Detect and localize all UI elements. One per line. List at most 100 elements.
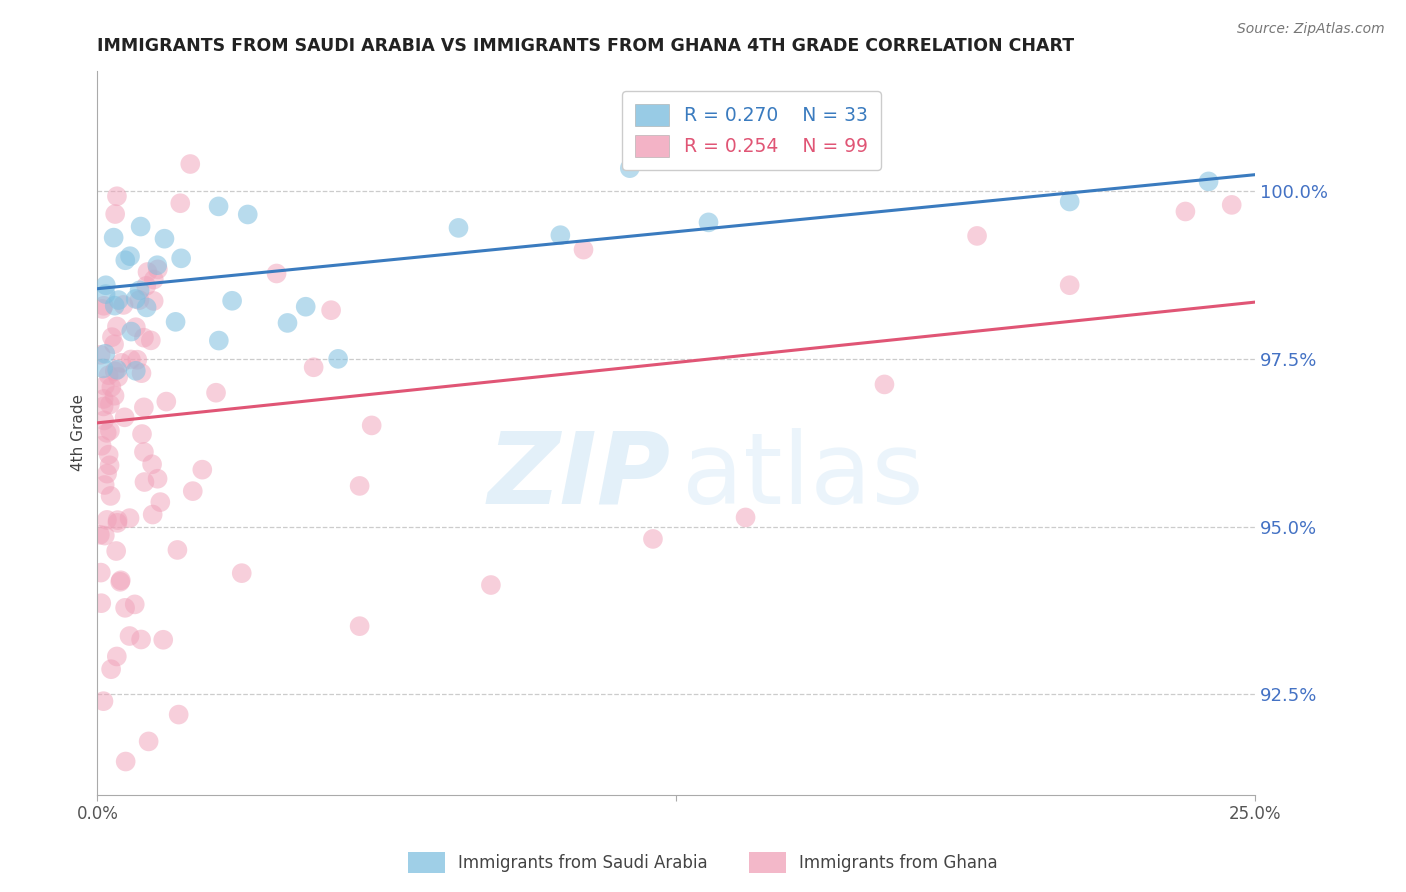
- Point: [114, 755, 136, 769]
- Point: [118, 629, 141, 643]
- Point: [101, 330, 124, 344]
- Point: [207, 199, 229, 213]
- Point: [94, 287, 117, 301]
- Point: [319, 303, 342, 318]
- Legend: Immigrants from Saudi Arabia, Immigrants from Ghana: Immigrants from Saudi Arabia, Immigrants…: [401, 846, 1005, 880]
- Point: [94, 378, 117, 392]
- Legend: R = 0.270    N = 33, R = 0.254    N = 99: R = 0.270 N = 33, R = 0.254 N = 99: [621, 91, 880, 169]
- Point: [191, 463, 214, 477]
- Point: [697, 215, 720, 229]
- Point: [205, 385, 228, 400]
- Point: [619, 161, 641, 176]
- Point: [966, 228, 988, 243]
- Point: [146, 472, 169, 486]
- Point: [1174, 204, 1197, 219]
- Point: [349, 479, 371, 493]
- Point: [94, 278, 117, 293]
- Point: [152, 632, 174, 647]
- Point: [550, 228, 572, 243]
- Point: [146, 262, 169, 277]
- Point: [572, 243, 595, 257]
- Point: [107, 370, 129, 384]
- Point: [132, 331, 155, 345]
- Point: [108, 574, 131, 589]
- Point: [276, 316, 298, 330]
- Point: [124, 598, 146, 612]
- Point: [93, 400, 115, 414]
- Point: [91, 361, 114, 376]
- Point: [94, 528, 117, 542]
- Point: [349, 619, 371, 633]
- Point: [97, 448, 120, 462]
- Point: [124, 292, 146, 306]
- Point: [142, 293, 165, 308]
- Point: [107, 513, 129, 527]
- Point: [221, 293, 243, 308]
- Point: [118, 511, 141, 525]
- Point: [236, 207, 259, 221]
- Point: [104, 207, 127, 221]
- Point: [128, 293, 150, 307]
- Point: [107, 293, 129, 307]
- Point: [104, 364, 127, 378]
- Point: [136, 265, 159, 279]
- Point: [93, 392, 115, 406]
- Point: [118, 249, 141, 263]
- Point: [96, 425, 118, 440]
- Point: [96, 513, 118, 527]
- Point: [208, 334, 231, 348]
- Point: [326, 351, 349, 366]
- Point: [1059, 194, 1081, 209]
- Point: [120, 352, 142, 367]
- Point: [90, 348, 112, 362]
- Point: [103, 389, 125, 403]
- Point: [131, 427, 153, 442]
- Point: [294, 300, 316, 314]
- Point: [93, 413, 115, 427]
- Point: [146, 258, 169, 272]
- Point: [134, 475, 156, 489]
- Point: [142, 272, 165, 286]
- Point: [129, 632, 152, 647]
- Point: [302, 360, 325, 375]
- Point: [170, 252, 193, 266]
- Point: [125, 364, 148, 378]
- Point: [166, 543, 188, 558]
- Point: [98, 424, 121, 438]
- Point: [149, 495, 172, 509]
- Point: [447, 220, 470, 235]
- Point: [169, 196, 191, 211]
- Point: [112, 298, 135, 312]
- Point: [135, 279, 157, 293]
- Y-axis label: 4th Grade: 4th Grade: [72, 394, 86, 471]
- Point: [93, 694, 115, 708]
- Point: [231, 566, 253, 581]
- Text: IMMIGRANTS FROM SAUDI ARABIA VS IMMIGRANTS FROM GHANA 4TH GRADE CORRELATION CHAR: IMMIGRANTS FROM SAUDI ARABIA VS IMMIGRAN…: [97, 37, 1074, 55]
- Point: [96, 467, 118, 481]
- Text: ZIP: ZIP: [488, 428, 671, 524]
- Point: [93, 478, 115, 492]
- Point: [103, 337, 125, 351]
- Point: [1059, 278, 1081, 293]
- Point: [135, 301, 157, 315]
- Point: [110, 356, 132, 370]
- Point: [165, 315, 187, 329]
- Point: [181, 484, 204, 499]
- Point: [138, 734, 160, 748]
- Point: [104, 299, 127, 313]
- Point: [105, 319, 128, 334]
- Point: [129, 219, 152, 234]
- Point: [105, 363, 128, 377]
- Point: [127, 352, 149, 367]
- Point: [179, 157, 201, 171]
- Point: [90, 439, 112, 453]
- Point: [98, 397, 121, 411]
- Point: [167, 707, 190, 722]
- Point: [266, 267, 288, 281]
- Point: [100, 489, 122, 503]
- Point: [120, 325, 142, 339]
- Point: [107, 516, 129, 530]
- Point: [105, 544, 128, 558]
- Point: [90, 596, 112, 610]
- Point: [479, 578, 502, 592]
